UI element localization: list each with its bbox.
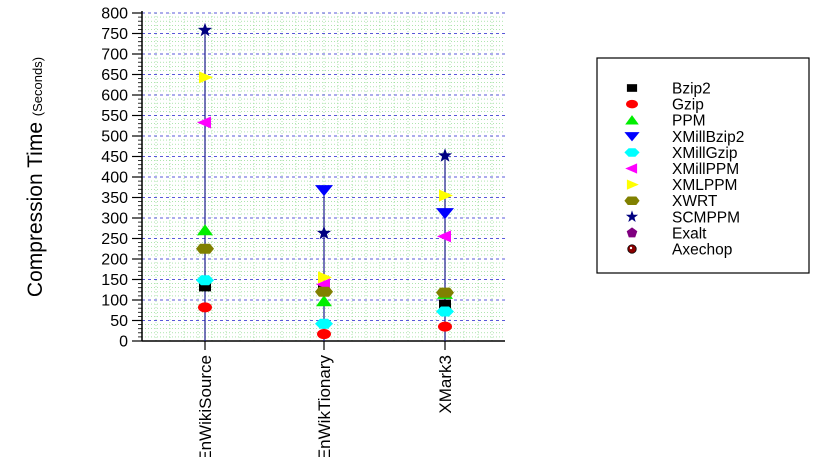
data-point-xmlppm <box>439 189 453 202</box>
data-point-xmillppm <box>197 116 211 129</box>
x-tick-label: EnWikiSource <box>196 355 215 457</box>
y-tick-label: 350 <box>101 190 128 207</box>
y-axis-ticks: 0 50 100 150 200 250 300 350 400 450 500 550 600 650 7… <box>101 6 142 351</box>
legend-label: XMillBzip2 <box>672 129 744 146</box>
legend-marker-gzip <box>626 99 638 109</box>
minor-grid <box>142 13 505 341</box>
legend-item: PPM <box>625 113 706 130</box>
data-point-gzip <box>198 302 212 313</box>
legend-label: XWRT <box>672 193 718 210</box>
y-tick-label: 450 <box>101 149 128 166</box>
y-tick-label: 300 <box>101 211 128 228</box>
legend-label: SCMPPM <box>672 209 740 226</box>
y-tick-label: 750 <box>101 26 128 43</box>
legend-item: XMillGzip <box>624 145 737 162</box>
data-point-xwrt <box>315 286 333 297</box>
data-point-xmillgzip <box>436 306 454 317</box>
legend-marker-axechop <box>627 244 637 254</box>
legend: Bzip2GzipPPMXMillBzip2XMillGzipXMillPPMX… <box>596 57 810 274</box>
legend-marker-xmillgzip <box>624 148 640 157</box>
legend-marker-ppm <box>625 115 639 125</box>
legend-item: XMillBzip2 <box>624 129 744 146</box>
data-point-xmillbzip2 <box>436 208 454 220</box>
y-tick-label: 700 <box>101 47 128 64</box>
data-point-xmlppm <box>199 71 213 84</box>
legend-label: XMLPPM <box>672 177 737 194</box>
y-tick-label: 100 <box>101 293 128 310</box>
y-tick-label: 650 <box>101 67 128 84</box>
marker-highlight <box>629 246 633 250</box>
legend-label: XMillGzip <box>672 145 737 162</box>
data-points <box>196 22 454 340</box>
y-tick-label: 0 <box>119 334 128 351</box>
data-point-scmppm <box>197 22 213 37</box>
data-point-scmppm <box>316 225 332 240</box>
y-tick-label: 550 <box>101 108 128 125</box>
data-point-gzip <box>438 321 452 332</box>
y-tick-label: 200 <box>101 252 128 269</box>
legend-marker-xmillppm <box>625 163 638 174</box>
y-tick-label: 800 <box>101 6 128 23</box>
legend-marker-xmlppm <box>626 179 639 190</box>
legend-label: Exalt <box>672 225 707 242</box>
legend-item: XMillPPM <box>625 161 739 178</box>
y-axis-label-unit: (Seconds) <box>30 57 45 116</box>
y-axis-label-main: Compression Time <box>24 116 47 297</box>
y-axis-label: Compression Time (Seconds) <box>24 57 47 297</box>
y-tick-label: 400 <box>101 170 128 187</box>
x-tick-label: EnWikTionary <box>315 355 334 457</box>
data-point-xmillppm <box>437 230 451 243</box>
data-point-gzip <box>317 329 331 340</box>
data-point-bzip2 <box>199 282 211 292</box>
x-tick-label: XMark3 <box>436 355 455 414</box>
data-point-xwrt <box>196 243 214 254</box>
legend-label: Bzip2 <box>672 81 711 98</box>
y-tick-label: 250 <box>101 231 128 248</box>
legend-item: XWRT <box>624 193 718 210</box>
data-point-bzip2 <box>439 299 451 309</box>
y-tick-label: 50 <box>110 313 128 330</box>
legend-item: Axechop <box>627 242 732 259</box>
data-point-ppm <box>197 224 213 236</box>
legend-label: PPM <box>672 113 706 130</box>
data-point-xmillbzip2 <box>315 185 333 197</box>
legend-marker-xwrt <box>624 196 640 205</box>
legend-label: XMillPPM <box>672 161 739 178</box>
legend-item: Exalt <box>626 225 707 242</box>
y-tick-label: 500 <box>101 129 128 146</box>
legend-marker-xmillbzip2 <box>624 132 640 142</box>
data-point-xmillgzip <box>196 275 214 286</box>
data-point-xmlppm <box>318 271 332 284</box>
legend-item: Bzip2 <box>626 81 711 98</box>
legend-label: Axechop <box>672 242 732 259</box>
legend-item: SCMPPM <box>625 209 740 226</box>
data-point-scmppm <box>437 148 453 162</box>
data-point-ppm <box>316 295 332 307</box>
y-tick-label: 600 <box>101 88 128 105</box>
legend-marker-bzip2 <box>626 84 638 92</box>
legend-label: Gzip <box>672 97 704 114</box>
legend-item: Gzip <box>626 97 704 114</box>
data-point-xmillgzip <box>315 318 333 329</box>
legend-marker-scmppm <box>625 210 639 222</box>
data-point-xwrt <box>436 287 454 298</box>
legend-item: XMLPPM <box>626 177 737 194</box>
y-tick-label: 150 <box>101 272 128 289</box>
legend-marker-exalt <box>626 227 638 238</box>
